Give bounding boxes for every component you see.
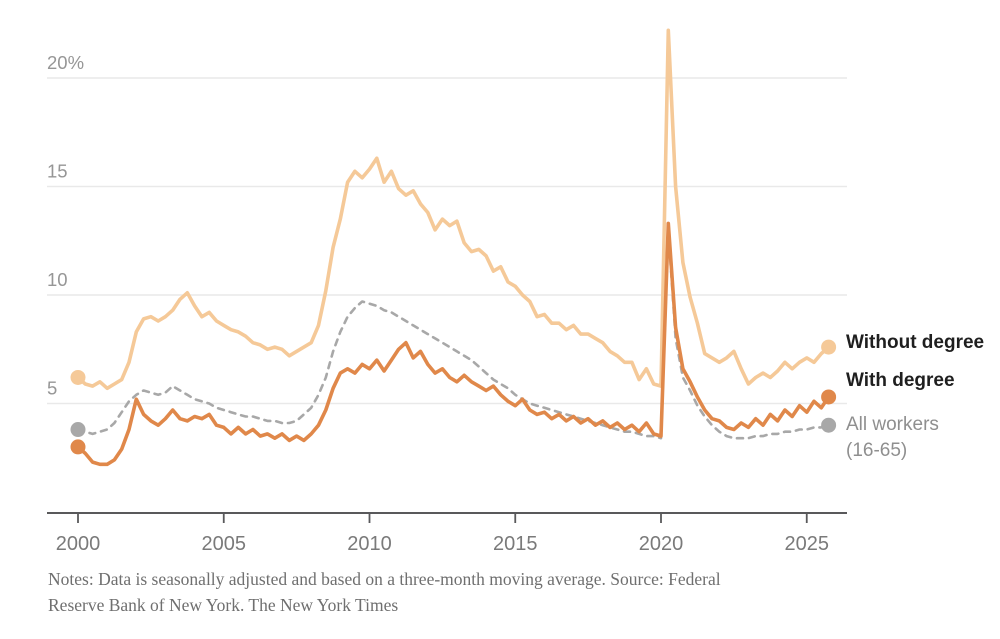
- chart-notes-line-2: Reserve Bank of New York. The New York T…: [48, 595, 399, 615]
- series-line-with-degree: [76, 221, 831, 467]
- chart-notes: Notes: Data is seasonally adjusted and b…: [48, 566, 948, 618]
- chart-notes-line-1: Notes: Data is seasonally adjusted and b…: [48, 569, 721, 589]
- x-axis-tick-label: 2010: [347, 533, 392, 555]
- x-axis-tick-label: 2015: [493, 533, 538, 555]
- x-axis-tick-label: 2025: [785, 533, 830, 555]
- series-end-dot-all-workers-16-65-: [821, 417, 837, 433]
- x-axis-tick-label: 2005: [202, 533, 247, 555]
- y-axis-tick-label: 10: [47, 269, 68, 290]
- y-axis-tick-label: 20%: [47, 52, 84, 73]
- series-start-dot-without-degree: [70, 369, 86, 385]
- y-axis-tick-label: 15: [47, 161, 68, 182]
- unemployment-line-chart: 20% 15 10 5 2000 2005 2010 2015 2020 2025: [47, 28, 847, 555]
- legend-label-all-workers: All workers (16-65): [846, 414, 939, 461]
- series-line-all-workers-16-65-: [76, 228, 830, 440]
- series-end-dot-without-degree: [821, 339, 837, 355]
- series-end-dot-with-degree: [821, 389, 837, 405]
- legend-label-with-degree: With degree: [846, 370, 955, 391]
- series-start-dot-all-workers-16-65-: [70, 422, 86, 438]
- legend-label-without-degree: Without degree: [846, 332, 985, 353]
- series-start-dot-with-degree: [70, 439, 86, 455]
- y-axis-tick-label: 5: [47, 378, 57, 399]
- x-axis-tick-label: 2020: [639, 533, 684, 555]
- x-axis-tick-label: 2000: [56, 533, 101, 555]
- series-line-without-degree: [76, 28, 831, 391]
